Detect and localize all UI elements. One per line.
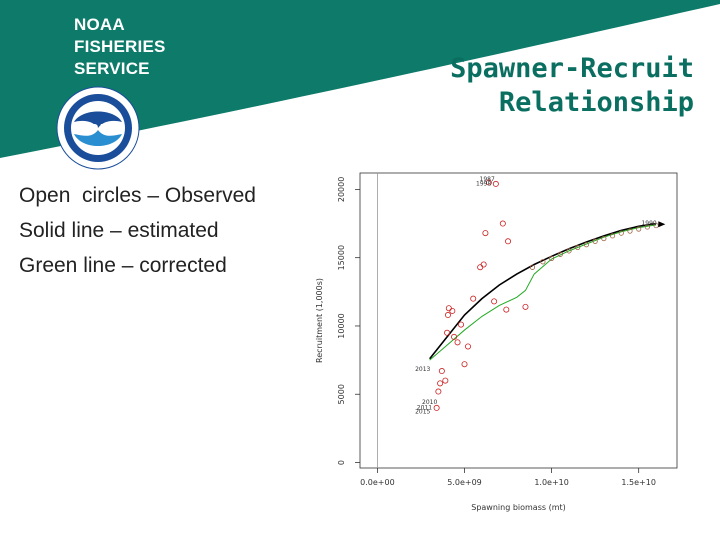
observed-points (433, 179, 529, 411)
year-label: 2015 (415, 408, 430, 415)
observed-point (442, 377, 449, 384)
fitted-point-marker (609, 233, 616, 239)
year-label: 2011 (417, 404, 432, 411)
observed-point (522, 303, 529, 310)
note-observed: Open circles – Observed (19, 184, 256, 207)
logo-water-icon (74, 130, 122, 146)
fitted-point-marker (636, 226, 642, 232)
y-tick-label: 10000 (337, 313, 346, 338)
observed-point (470, 295, 477, 302)
year-label: 1998 (476, 180, 491, 187)
y-tick-label: 15000 (337, 245, 346, 270)
header-band (0, 0, 720, 158)
observed-point (503, 306, 510, 313)
observed-point (438, 368, 445, 375)
x-axis-title: Spawning biomass (mt) (471, 503, 566, 512)
observed-point (482, 230, 489, 237)
series-lines (429, 221, 666, 361)
y-tick-label: 5000 (337, 384, 346, 404)
logo-bird-icon (74, 111, 122, 128)
x-tick-label: 5.0e+09 (447, 478, 482, 487)
estimated-line (429, 222, 657, 360)
y-axis-title: Recruitment (1,000s) (315, 278, 324, 363)
fitted-point-marker (575, 244, 581, 251)
noaa-logo: NOAA (56, 86, 140, 170)
logo-text: NOAA (83, 123, 112, 134)
fitted-point-marker (583, 242, 590, 248)
year-label: 2013 (415, 366, 430, 373)
note-corrected: Green line – corrected (19, 254, 227, 277)
x-tick-label: 1.0e+10 (534, 478, 569, 487)
observed-point (499, 220, 506, 227)
legend-notes: Open circles – Observed Solid line – est… (19, 178, 256, 283)
fitted-point-marker (557, 251, 563, 257)
series-end-marker (658, 221, 666, 228)
fitted-point-marker (548, 255, 555, 261)
fitted-point-marker (529, 264, 536, 270)
x-tick-label: 0.0e+00 (360, 478, 395, 487)
observed-point (485, 179, 492, 186)
year-label: 1987 (480, 176, 495, 183)
observed-point (491, 298, 498, 305)
fitted-point-marker (618, 230, 624, 236)
observed-point (480, 261, 487, 268)
axes-layer: 0.0e+00 5.0e+09 1.0e+10 1.5e+10 0 5000 10000 15… (337, 173, 656, 487)
brand-line-3: SERVICE (74, 59, 150, 78)
corrected-line (429, 224, 657, 361)
fitted-point-marker (653, 222, 659, 229)
observed-point (451, 333, 458, 340)
observed-point (477, 264, 484, 271)
year-label: 1990 (641, 220, 656, 227)
observed-point (449, 307, 456, 314)
observed-point (435, 388, 442, 395)
plot-box (359, 172, 678, 469)
fitted-point-marker (566, 248, 572, 254)
y-tick-label: 20000 (337, 177, 346, 202)
observed-point (437, 380, 444, 387)
note-estimated: Solid line – estimated (19, 219, 219, 242)
observed-point (458, 321, 465, 328)
fitted-point-marker (644, 224, 650, 230)
brand-line-2: FISHERIES (74, 37, 166, 56)
fitted-point-marker (592, 238, 598, 244)
plot-frame (359, 172, 678, 469)
header-band-shape (0, 0, 720, 158)
fitted-point-marker (601, 235, 607, 242)
spawner-recruit-chart: 0.0e+00 5.0e+09 1.0e+10 1.5e+10 0 5000 10000 15… (315, 172, 678, 512)
observed-point (454, 339, 461, 346)
observed-point (444, 312, 451, 319)
observed-point (505, 238, 512, 245)
x-tick-label: 1.5e+10 (621, 478, 656, 487)
y-tick-label: 0 (337, 460, 346, 465)
observed-point (444, 329, 451, 336)
observed-point (492, 180, 499, 187)
observed-point (464, 343, 471, 350)
fitted-point-marker (627, 228, 633, 234)
observed-point (461, 361, 468, 368)
brand-wordmark: NOAA FISHERIES SERVICE (74, 14, 184, 80)
observed-point (433, 404, 440, 411)
year-label: 2010 (422, 399, 437, 406)
brand-line-1: NOAA (74, 15, 125, 34)
slide-title-line-2: Relationship (498, 87, 694, 118)
slide-title-line-1: Spawner-Recruit (450, 53, 694, 84)
observed-point (445, 305, 452, 312)
slide-title: Spawner-Recruit Relationship (450, 52, 694, 120)
fitted-point-marker (540, 259, 546, 265)
